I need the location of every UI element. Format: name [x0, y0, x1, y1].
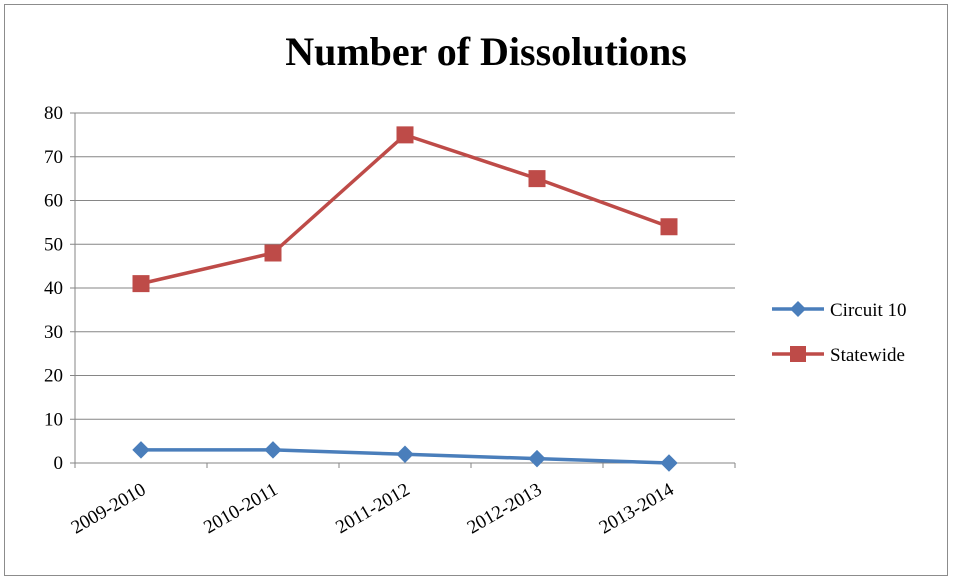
legend-item-statewide: Statewide [772, 345, 905, 366]
x-tick-label: 2012-2013 [464, 479, 546, 538]
data-point-statewide [660, 218, 678, 236]
y-tick-label: 40 [44, 278, 63, 299]
y-tick-label: 50 [44, 234, 63, 255]
legend-label-statewide: Statewide [830, 345, 905, 366]
chart-title: Number of Dissolutions [285, 29, 687, 74]
y-tick-label: 0 [54, 453, 64, 474]
y-tick-label: 30 [44, 322, 63, 343]
x-tick-label: 2011-2012 [332, 479, 413, 538]
x-tick-label: 2009-2010 [68, 479, 150, 538]
data-point-statewide [528, 170, 546, 188]
data-point-circuit-10 [264, 441, 282, 459]
series-statewide [132, 126, 678, 293]
data-point-statewide [264, 244, 282, 262]
y-axis-tick-labels: 0 10 20 30 40 50 60 70 80 [44, 103, 63, 474]
chart-frame [4, 4, 948, 576]
data-point-circuit-10 [396, 445, 414, 463]
x-tick-label: 2013-2014 [596, 479, 678, 539]
data-point-circuit-10 [660, 454, 678, 472]
series-lines [132, 126, 678, 472]
legend-item-circuit-10: Circuit 10 [772, 300, 907, 321]
y-tick-label: 10 [44, 409, 63, 430]
gridlines [75, 112, 735, 420]
y-tick-label: 70 [44, 147, 63, 168]
x-tick-label: 2010-2011 [200, 479, 281, 538]
legend-marker-circuit-10 [790, 301, 806, 317]
x-axis-tick-labels: 2009-2010 2010-2011 2011-2012 2012-2013 2013… [68, 479, 678, 539]
y-tick-label: 60 [44, 191, 63, 212]
data-point-circuit-10 [132, 441, 150, 459]
legend: Circuit 10 Statewide [772, 300, 907, 366]
data-point-statewide [396, 126, 414, 144]
data-point-circuit-10 [528, 449, 546, 468]
y-tick-label: 80 [44, 103, 63, 124]
legend-label-circuit-10: Circuit 10 [830, 300, 907, 321]
data-point-statewide [132, 275, 150, 293]
y-tick-label: 20 [44, 366, 63, 387]
series-circuit-10 [132, 441, 678, 472]
legend-marker-statewide [790, 346, 806, 362]
axes [70, 112, 736, 468]
